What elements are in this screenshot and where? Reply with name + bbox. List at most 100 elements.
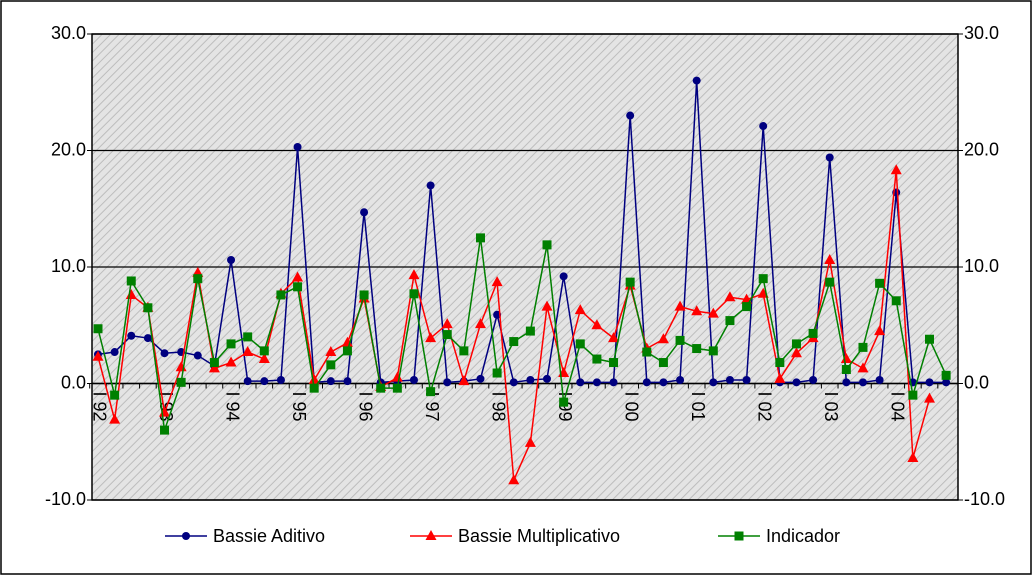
legend-label: Bassie Multiplicativo: [458, 526, 620, 546]
point: [409, 289, 419, 299]
point: [458, 375, 470, 386]
point: [825, 277, 835, 287]
point: [625, 277, 635, 287]
point: [391, 371, 403, 382]
point: [591, 319, 603, 330]
point: [226, 339, 236, 349]
x-tick-label: I 97: [422, 392, 442, 422]
point: [258, 353, 270, 364]
point: [509, 337, 519, 347]
legend-label: Indicador: [766, 526, 840, 546]
point: [708, 346, 718, 356]
point: [542, 240, 552, 250]
point: [360, 208, 369, 217]
x-tick-label: I 03: [821, 392, 841, 422]
point: [707, 307, 719, 318]
point: [342, 346, 352, 356]
point: [543, 374, 552, 383]
point: [541, 300, 553, 311]
point: [924, 392, 935, 403]
point: [642, 347, 652, 357]
point: [442, 330, 452, 340]
point: [293, 282, 303, 292]
x-tick-label: I 96: [355, 392, 375, 422]
point: [292, 271, 304, 282]
point: [276, 290, 286, 300]
point: [890, 164, 902, 175]
y2-tick-label: -10.0: [964, 489, 1005, 509]
point: [574, 304, 586, 315]
point: [559, 272, 568, 281]
y2-tick-label: 20.0: [964, 139, 999, 159]
point: [891, 296, 901, 306]
point: [276, 376, 285, 385]
point: [376, 383, 386, 393]
point: [925, 334, 934, 344]
point: [110, 348, 119, 357]
point: [243, 332, 253, 342]
point: [93, 324, 103, 334]
point: [526, 376, 535, 385]
y-tick-label: -10.0: [45, 489, 86, 509]
point: [858, 378, 867, 387]
point: [426, 387, 436, 397]
point: [326, 360, 336, 370]
point: [941, 370, 951, 380]
point: [725, 376, 734, 385]
point: [425, 332, 437, 343]
point: [759, 122, 768, 131]
point: [942, 378, 951, 387]
point: [907, 452, 919, 463]
y-tick-label: 20.0: [51, 139, 86, 159]
point: [474, 318, 486, 329]
point: [841, 365, 851, 375]
x-tick-label: I 98: [488, 392, 508, 422]
point: [409, 376, 418, 385]
series-line: [97, 80, 947, 384]
legend-marker: [734, 531, 744, 541]
point: [293, 143, 302, 152]
point: [742, 302, 752, 312]
y2-tick-label: 10.0: [964, 256, 999, 276]
point: [825, 153, 834, 162]
point: [559, 397, 569, 407]
point: [908, 390, 918, 400]
point: [674, 300, 686, 311]
point: [359, 290, 369, 300]
point: [193, 274, 203, 284]
point: [243, 377, 252, 386]
point: [774, 372, 786, 383]
point: [609, 378, 618, 387]
point: [809, 376, 818, 385]
point: [575, 339, 585, 349]
point: [692, 76, 701, 85]
point: [109, 413, 121, 424]
point: [842, 378, 851, 387]
legend-marker: [425, 530, 437, 540]
point: [691, 305, 703, 316]
x-tick-label: I 92: [89, 392, 109, 422]
point: [227, 256, 236, 265]
point: [326, 377, 335, 386]
point: [443, 378, 452, 387]
point: [193, 351, 202, 360]
point: [925, 378, 934, 387]
point: [658, 358, 668, 368]
point: [143, 303, 153, 313]
point: [110, 390, 120, 400]
point: [724, 291, 736, 302]
point: [343, 377, 352, 386]
series: [93, 233, 951, 435]
point: [709, 378, 718, 387]
point: [576, 378, 585, 387]
point: [476, 374, 485, 383]
legend-label: Bassie Aditivo: [213, 526, 325, 546]
x-tick-label: I 00: [621, 392, 641, 422]
x-tick-label: I 01: [688, 392, 708, 422]
x-tick-label: I 95: [289, 392, 309, 422]
point: [874, 325, 886, 336]
point: [742, 376, 751, 385]
point: [775, 358, 785, 368]
point: [325, 346, 337, 357]
point: [225, 356, 237, 367]
